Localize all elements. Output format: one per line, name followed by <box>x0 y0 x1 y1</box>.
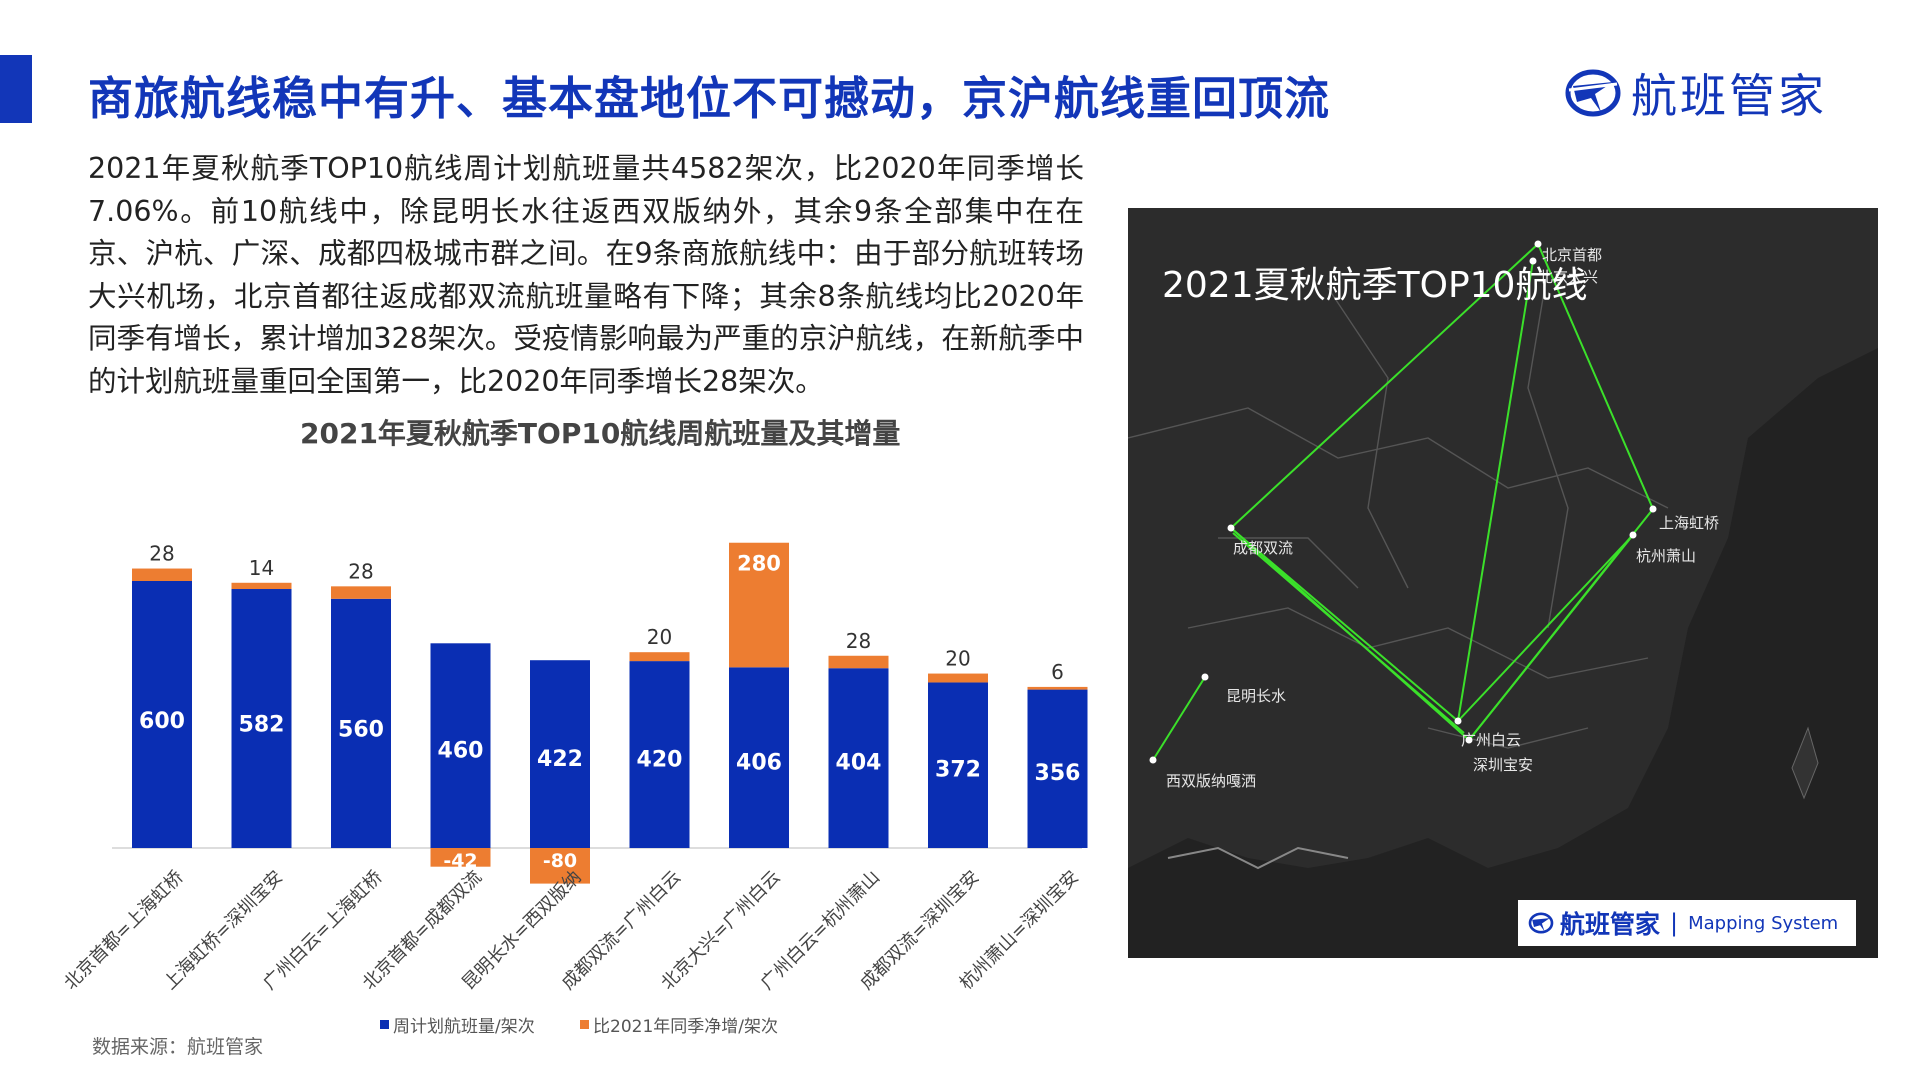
bar-base-label: 404 <box>836 751 882 776</box>
separator: | <box>1670 909 1679 937</box>
summary-paragraph: 2021年夏秋航季TOP10航线周计划航班量共4582架次，比2020年同季增长… <box>88 152 1084 398</box>
city-label: 成都双流 <box>1233 539 1293 557</box>
bar-base <box>828 668 889 848</box>
bar-base-label: 356 <box>1035 761 1081 786</box>
bar-chart: 60028北京首都=上海虹桥58214上海虹桥=深圳宝安56028广州白云=上海… <box>60 542 1088 1037</box>
city-dots <box>1149 240 1657 764</box>
bar-delta <box>331 586 391 599</box>
bar-delta <box>828 655 889 669</box>
brand-name: 航班管家 <box>1631 69 1827 123</box>
map-brand-name: 航班管家 <box>1560 910 1661 939</box>
bar-base-label: 420 <box>637 747 683 772</box>
bar-base <box>331 598 391 848</box>
bar-base <box>1027 689 1088 848</box>
bar-base <box>430 643 491 848</box>
city-label: 深圳宝安 <box>1473 756 1533 774</box>
city-label: 北京首都 <box>1542 246 1602 264</box>
city-label: 广州白云 <box>1461 731 1521 749</box>
city-label: 西双版纳嘎洒 <box>1166 772 1256 790</box>
bar-base <box>729 667 789 848</box>
bar-base <box>629 661 690 848</box>
map-title: 2021夏秋航季TOP10航线 <box>1162 265 1588 306</box>
bar-delta-label: 280 <box>737 552 781 576</box>
bar-base <box>928 682 988 848</box>
bar-delta <box>530 848 590 884</box>
land-area <box>1128 208 1878 868</box>
brand-logo: 航班管家 <box>1565 60 1827 126</box>
bar-delta <box>1027 686 1088 690</box>
bar-delta-label: 14 <box>249 556 274 580</box>
bar-base <box>530 660 590 848</box>
bar-delta-label: 20 <box>647 625 672 649</box>
bar-delta <box>928 673 988 683</box>
map-canvas: 北京首都 北京大兴 上海虹桥 杭州萧山 成都双流 昆明长水 广州白云 深圳宝安 … <box>1128 208 1878 870</box>
page-title: 商旅航线稳中有升、基本盘地位不可撼动，京沪航线重回顶流 <box>88 72 1331 125</box>
bar-base-label: 422 <box>537 747 583 772</box>
bar-base-label: 600 <box>139 709 185 734</box>
bar-delta <box>729 542 789 668</box>
legend-label-base: 周计划航班量/架次 <box>393 1017 535 1037</box>
bar-base-label: 372 <box>935 758 981 783</box>
map-brand-tagline: Mapping System <box>1688 912 1839 934</box>
province-borders <box>1128 267 1669 749</box>
bar-delta-label: 28 <box>348 559 373 583</box>
national-border <box>1167 846 1349 870</box>
route-lines <box>1152 243 1654 761</box>
route-map: 北京首都 北京大兴 上海虹桥 杭州萧山 成都双流 昆明长水 广州白云 深圳宝安 … <box>1128 208 1878 958</box>
data-source: 数据来源：航班管家 <box>92 1036 264 1058</box>
legend-label-delta: 比2021年同季净增/架次 <box>593 1017 778 1037</box>
city-label: 昆明长水 <box>1226 687 1286 705</box>
bar-base-label: 582 <box>239 713 285 738</box>
bar-base-label: 406 <box>736 750 782 775</box>
bar-delta-label: -80 <box>543 850 577 872</box>
city-label: 北京大兴 <box>1538 268 1598 286</box>
plane-logo-icon <box>1528 912 1554 934</box>
bar-delta-label: 20 <box>945 647 970 671</box>
legend-swatch-delta <box>580 1020 589 1029</box>
bar-delta <box>231 582 292 590</box>
bar-base <box>231 589 292 848</box>
bar-delta-label: 28 <box>846 629 871 653</box>
city-label: 杭州萧山 <box>1636 547 1696 565</box>
bar-delta-label: 6 <box>1051 660 1064 684</box>
bar-delta <box>430 848 491 867</box>
bar-base-label: 460 <box>438 739 484 764</box>
bar-delta-label: 28 <box>149 542 174 566</box>
plane-logo-icon <box>1565 69 1621 117</box>
bar-delta <box>629 652 690 662</box>
map-brand-badge: 航班管家 | Mapping System <box>1518 900 1856 946</box>
title-accent-bar <box>0 55 32 123</box>
taiwan-island <box>1791 726 1819 800</box>
bar-base <box>132 581 192 848</box>
chart-title: 2021年夏秋航季TOP10航线周航班量及其增量 <box>300 417 901 450</box>
city-label: 上海虹桥 <box>1659 514 1719 532</box>
legend-swatch-base <box>380 1020 389 1029</box>
bar-base-label: 560 <box>338 717 384 742</box>
bar-delta-label: -42 <box>443 850 477 872</box>
bar-delta <box>132 568 192 581</box>
